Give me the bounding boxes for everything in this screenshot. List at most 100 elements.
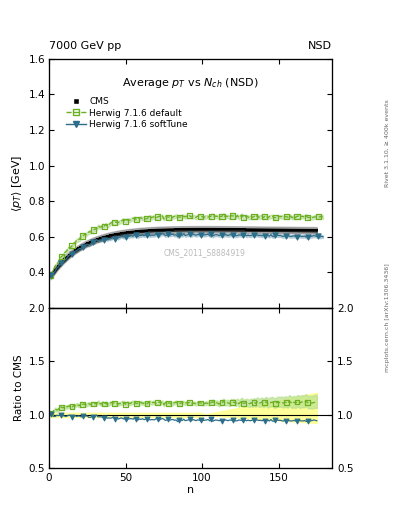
Point xyxy=(133,227,140,236)
Point xyxy=(219,399,225,407)
Point xyxy=(86,239,92,247)
Point xyxy=(101,236,107,244)
Point xyxy=(220,225,227,233)
Point xyxy=(217,225,224,233)
Point xyxy=(309,226,315,234)
Point xyxy=(104,232,110,240)
Point xyxy=(112,230,118,239)
Point xyxy=(269,226,275,234)
Point xyxy=(265,226,271,234)
Point xyxy=(305,417,311,425)
Point xyxy=(133,216,140,224)
Point xyxy=(48,271,54,279)
Point xyxy=(294,226,300,234)
Point xyxy=(262,231,268,240)
Point xyxy=(178,225,184,233)
Point xyxy=(99,233,106,242)
Point xyxy=(106,232,112,240)
Point xyxy=(187,212,193,220)
Point xyxy=(246,225,253,233)
Point xyxy=(294,417,300,425)
Point xyxy=(288,226,294,234)
Point xyxy=(142,226,149,234)
Point xyxy=(195,225,201,233)
Point xyxy=(141,227,147,235)
Point xyxy=(49,270,55,278)
Point xyxy=(230,398,236,407)
Point xyxy=(69,403,75,411)
Point xyxy=(149,226,155,234)
Point xyxy=(58,252,64,261)
Point xyxy=(305,213,311,221)
Point xyxy=(165,230,172,238)
Point xyxy=(219,212,225,221)
Point xyxy=(173,225,179,233)
Point xyxy=(230,212,236,220)
Point xyxy=(257,226,263,234)
Point xyxy=(275,226,282,234)
Point xyxy=(176,231,182,239)
Point xyxy=(219,225,225,233)
Point xyxy=(240,225,246,233)
Point xyxy=(144,215,150,223)
Point xyxy=(135,227,141,236)
Point xyxy=(107,231,114,240)
Point xyxy=(197,399,204,407)
Point xyxy=(199,225,205,233)
Point xyxy=(154,213,161,221)
Point xyxy=(204,225,210,233)
Point xyxy=(216,225,222,233)
Point xyxy=(150,226,156,234)
Point xyxy=(209,225,216,233)
Point xyxy=(80,400,86,409)
Point xyxy=(176,225,182,233)
Point xyxy=(262,212,268,221)
Point xyxy=(168,225,174,233)
Point xyxy=(219,231,225,240)
Point xyxy=(69,242,75,250)
Point xyxy=(208,415,215,423)
Point xyxy=(80,243,86,251)
Point xyxy=(283,232,289,241)
Point xyxy=(69,249,75,257)
Point xyxy=(158,226,164,234)
Point xyxy=(182,225,188,233)
Point xyxy=(133,415,140,423)
Point xyxy=(103,232,109,241)
Point xyxy=(286,226,292,234)
Point xyxy=(70,247,77,255)
Point xyxy=(58,259,64,267)
Point xyxy=(230,416,236,424)
Point xyxy=(123,415,129,423)
Point xyxy=(305,233,311,241)
Point xyxy=(90,238,97,246)
Point xyxy=(266,226,272,234)
Point xyxy=(187,230,193,238)
Point xyxy=(78,242,84,250)
Point xyxy=(280,226,286,234)
Point xyxy=(233,225,239,233)
Point xyxy=(306,226,312,234)
Point xyxy=(94,236,100,244)
Point xyxy=(101,233,107,241)
Point xyxy=(185,225,191,233)
Point xyxy=(147,226,153,234)
Point xyxy=(176,213,182,221)
Point xyxy=(272,226,279,234)
Point xyxy=(243,225,250,233)
Point xyxy=(251,212,257,220)
Point xyxy=(271,226,277,234)
Text: CMS_2011_S8884919: CMS_2011_S8884919 xyxy=(164,249,246,258)
Point xyxy=(154,415,161,423)
Point xyxy=(60,257,66,265)
Point xyxy=(225,225,231,233)
Point xyxy=(207,225,213,233)
Point xyxy=(248,225,254,233)
Point xyxy=(193,225,199,233)
Point xyxy=(115,230,121,238)
Point xyxy=(236,225,242,233)
Point xyxy=(164,226,170,234)
Point xyxy=(124,228,130,237)
Point xyxy=(123,228,129,237)
Point xyxy=(268,226,274,234)
